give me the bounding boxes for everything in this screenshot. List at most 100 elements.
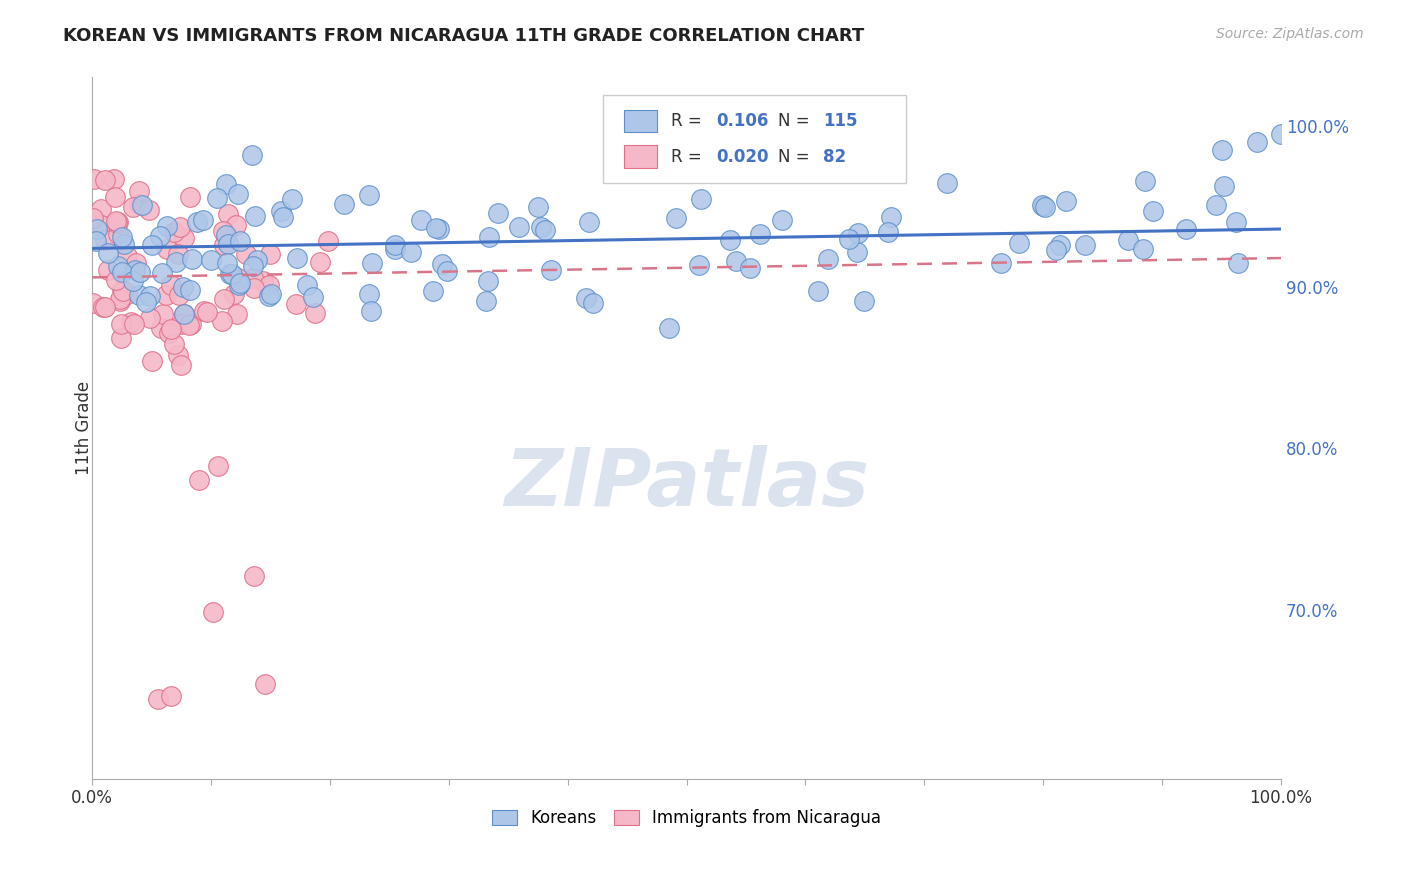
Point — [212, 292, 235, 306]
Text: 115: 115 — [824, 112, 858, 130]
Point — [401, 245, 423, 260]
Point — [316, 234, 339, 248]
Point — [186, 215, 208, 229]
Point — [110, 283, 132, 297]
Point — [486, 206, 509, 220]
Point — [876, 225, 898, 239]
Point — [139, 311, 162, 326]
Point — [105, 273, 128, 287]
Point — [105, 216, 128, 230]
Point — [235, 246, 257, 260]
Point — [229, 234, 252, 248]
Point — [173, 231, 195, 245]
Point — [242, 271, 264, 285]
Point — [122, 317, 145, 331]
Point — [112, 236, 135, 251]
Point — [690, 192, 713, 206]
Point — [141, 237, 163, 252]
Point — [167, 247, 190, 261]
Point — [575, 291, 598, 305]
Point — [475, 294, 498, 309]
Point — [124, 263, 146, 277]
Point — [436, 264, 458, 278]
Point — [215, 227, 238, 242]
Point — [125, 256, 148, 270]
Point — [285, 251, 308, 265]
Point — [838, 232, 860, 246]
Point — [848, 227, 870, 241]
Text: R =: R = — [671, 112, 707, 130]
Point — [212, 224, 235, 238]
Point — [527, 200, 550, 214]
Point — [304, 306, 326, 320]
Point — [1270, 127, 1292, 141]
Point — [167, 288, 190, 302]
Point — [107, 259, 129, 273]
Point — [107, 215, 129, 229]
Point — [91, 300, 114, 314]
Point — [156, 242, 179, 256]
Point — [159, 277, 181, 292]
Point — [243, 280, 266, 294]
Point — [1033, 201, 1056, 215]
Point — [270, 203, 292, 218]
Point — [1032, 199, 1054, 213]
Point — [215, 178, 238, 192]
Point — [430, 257, 453, 271]
Point — [770, 213, 793, 227]
Point — [935, 176, 957, 190]
Point — [193, 212, 215, 227]
Point — [360, 304, 382, 318]
Point — [333, 197, 356, 211]
Point — [200, 252, 222, 267]
Point — [165, 255, 187, 269]
Point — [172, 280, 194, 294]
Text: ZIPatlas: ZIPatlas — [505, 445, 869, 524]
Point — [1073, 237, 1095, 252]
Point — [240, 148, 263, 162]
Point — [880, 211, 903, 225]
Point — [1133, 174, 1156, 188]
Point — [169, 219, 191, 234]
Point — [384, 242, 406, 256]
Point — [1213, 179, 1236, 194]
Point — [852, 293, 875, 308]
Point — [243, 569, 266, 583]
Point — [1049, 237, 1071, 252]
Point — [217, 207, 239, 221]
Point — [225, 219, 247, 233]
Text: N =: N = — [778, 112, 815, 130]
Point — [129, 265, 152, 279]
Point — [295, 277, 318, 292]
Point — [534, 223, 557, 237]
Point — [173, 307, 195, 321]
Point — [97, 263, 120, 277]
Point — [1227, 256, 1250, 270]
Point — [846, 244, 869, 259]
Text: 82: 82 — [824, 147, 846, 166]
Point — [578, 215, 600, 229]
Point — [752, 154, 775, 169]
Point — [86, 234, 108, 248]
Point — [221, 267, 243, 281]
Point — [302, 289, 325, 303]
Point — [152, 307, 174, 321]
Point — [718, 233, 741, 247]
Point — [156, 219, 179, 233]
Point — [104, 190, 127, 204]
Point — [478, 229, 501, 244]
Point — [260, 287, 283, 301]
Point — [990, 256, 1012, 270]
Point — [259, 277, 281, 292]
Point — [281, 192, 304, 206]
Point — [749, 227, 772, 242]
Text: Source: ZipAtlas.com: Source: ZipAtlas.com — [1216, 27, 1364, 41]
Text: R =: R = — [671, 147, 707, 166]
Point — [97, 245, 120, 260]
Point — [724, 254, 747, 268]
Point — [90, 202, 112, 216]
Point — [128, 197, 150, 211]
Point — [111, 265, 134, 279]
Point — [205, 191, 228, 205]
Point — [179, 190, 201, 204]
